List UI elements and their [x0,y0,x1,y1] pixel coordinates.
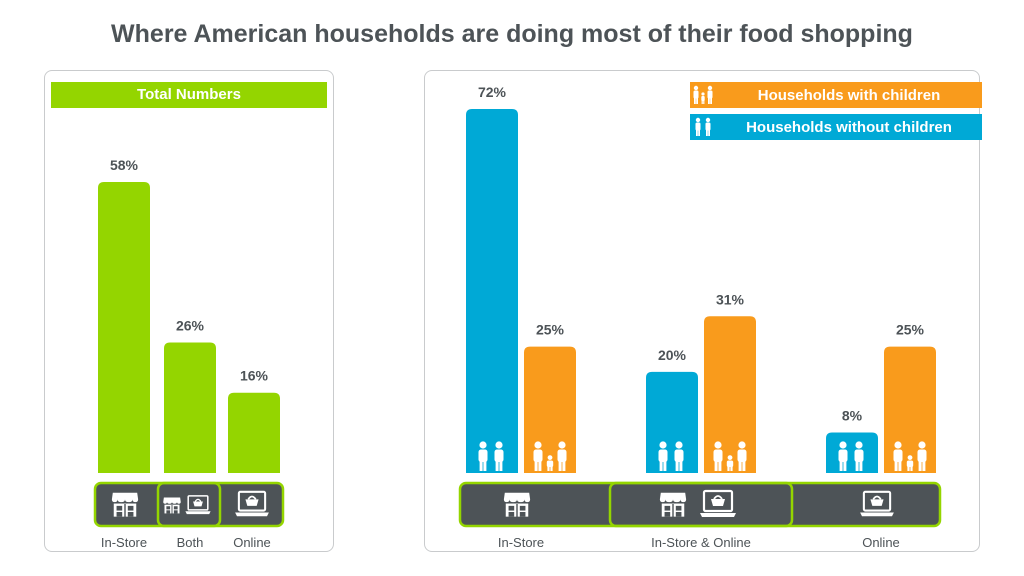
bar-total-both [164,342,216,473]
page-title: Where American households are doing most… [111,20,913,48]
category-icon-divider [156,481,222,528]
category-label-total-both: Both [177,535,204,550]
store-icon [162,497,182,515]
category-icon-divider [608,481,794,528]
couple-icon [690,114,716,140]
data-label-households-with-children-online: 25% [896,322,925,338]
total-numbers-header: Total Numbers [51,82,327,108]
data-label-households-with-children-in-store: 25% [536,322,565,338]
bar-households-with-children-online [884,346,936,473]
legend-with-children-label: Households with children [757,86,941,104]
store-icon [111,492,139,518]
data-label-households-without-children-in-store-and-online: 20% [658,347,687,363]
category-label-total-online: Online [233,535,271,550]
category-label-total-in-store: In-Store [101,535,147,550]
data-label-households-without-children-in-store: 72% [478,84,507,100]
legend-with-children: Households with children [690,82,982,108]
category-label-in-store-and-online: In-Store & Online [651,535,751,550]
store-icon [503,492,531,518]
bar-households-without-children-online [826,432,878,473]
legend-without-children: Households without children [690,114,982,140]
category-label-online: Online [862,535,900,550]
data-label-total-in-store: 58% [110,157,139,173]
store-icon [659,492,687,518]
bar-households-with-children-in-store [524,346,576,473]
data-label-households-with-children-in-store-and-online: 31% [716,291,745,307]
data-label-total-both: 26% [176,318,205,334]
bar-households-without-children-in-store [466,109,518,473]
bar-households-without-children-in-store-and-online [646,371,698,473]
bar-total-online [228,392,280,473]
category-icon-bar-children [458,481,942,528]
family-with-children-icon [690,82,716,108]
category-label-in-store: In-Store [498,535,544,550]
legend-without-children-label: Households without children [746,118,952,136]
data-label-total-online: 16% [240,368,269,384]
data-label-households-without-children-online: 8% [842,408,863,424]
bar-households-with-children-in-store-and-online [704,316,756,473]
bar-total-in-store [98,182,150,473]
